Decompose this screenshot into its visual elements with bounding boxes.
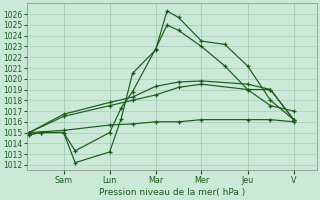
X-axis label: Pression niveau de la mer( hPa ): Pression niveau de la mer( hPa ) [99,188,245,197]
